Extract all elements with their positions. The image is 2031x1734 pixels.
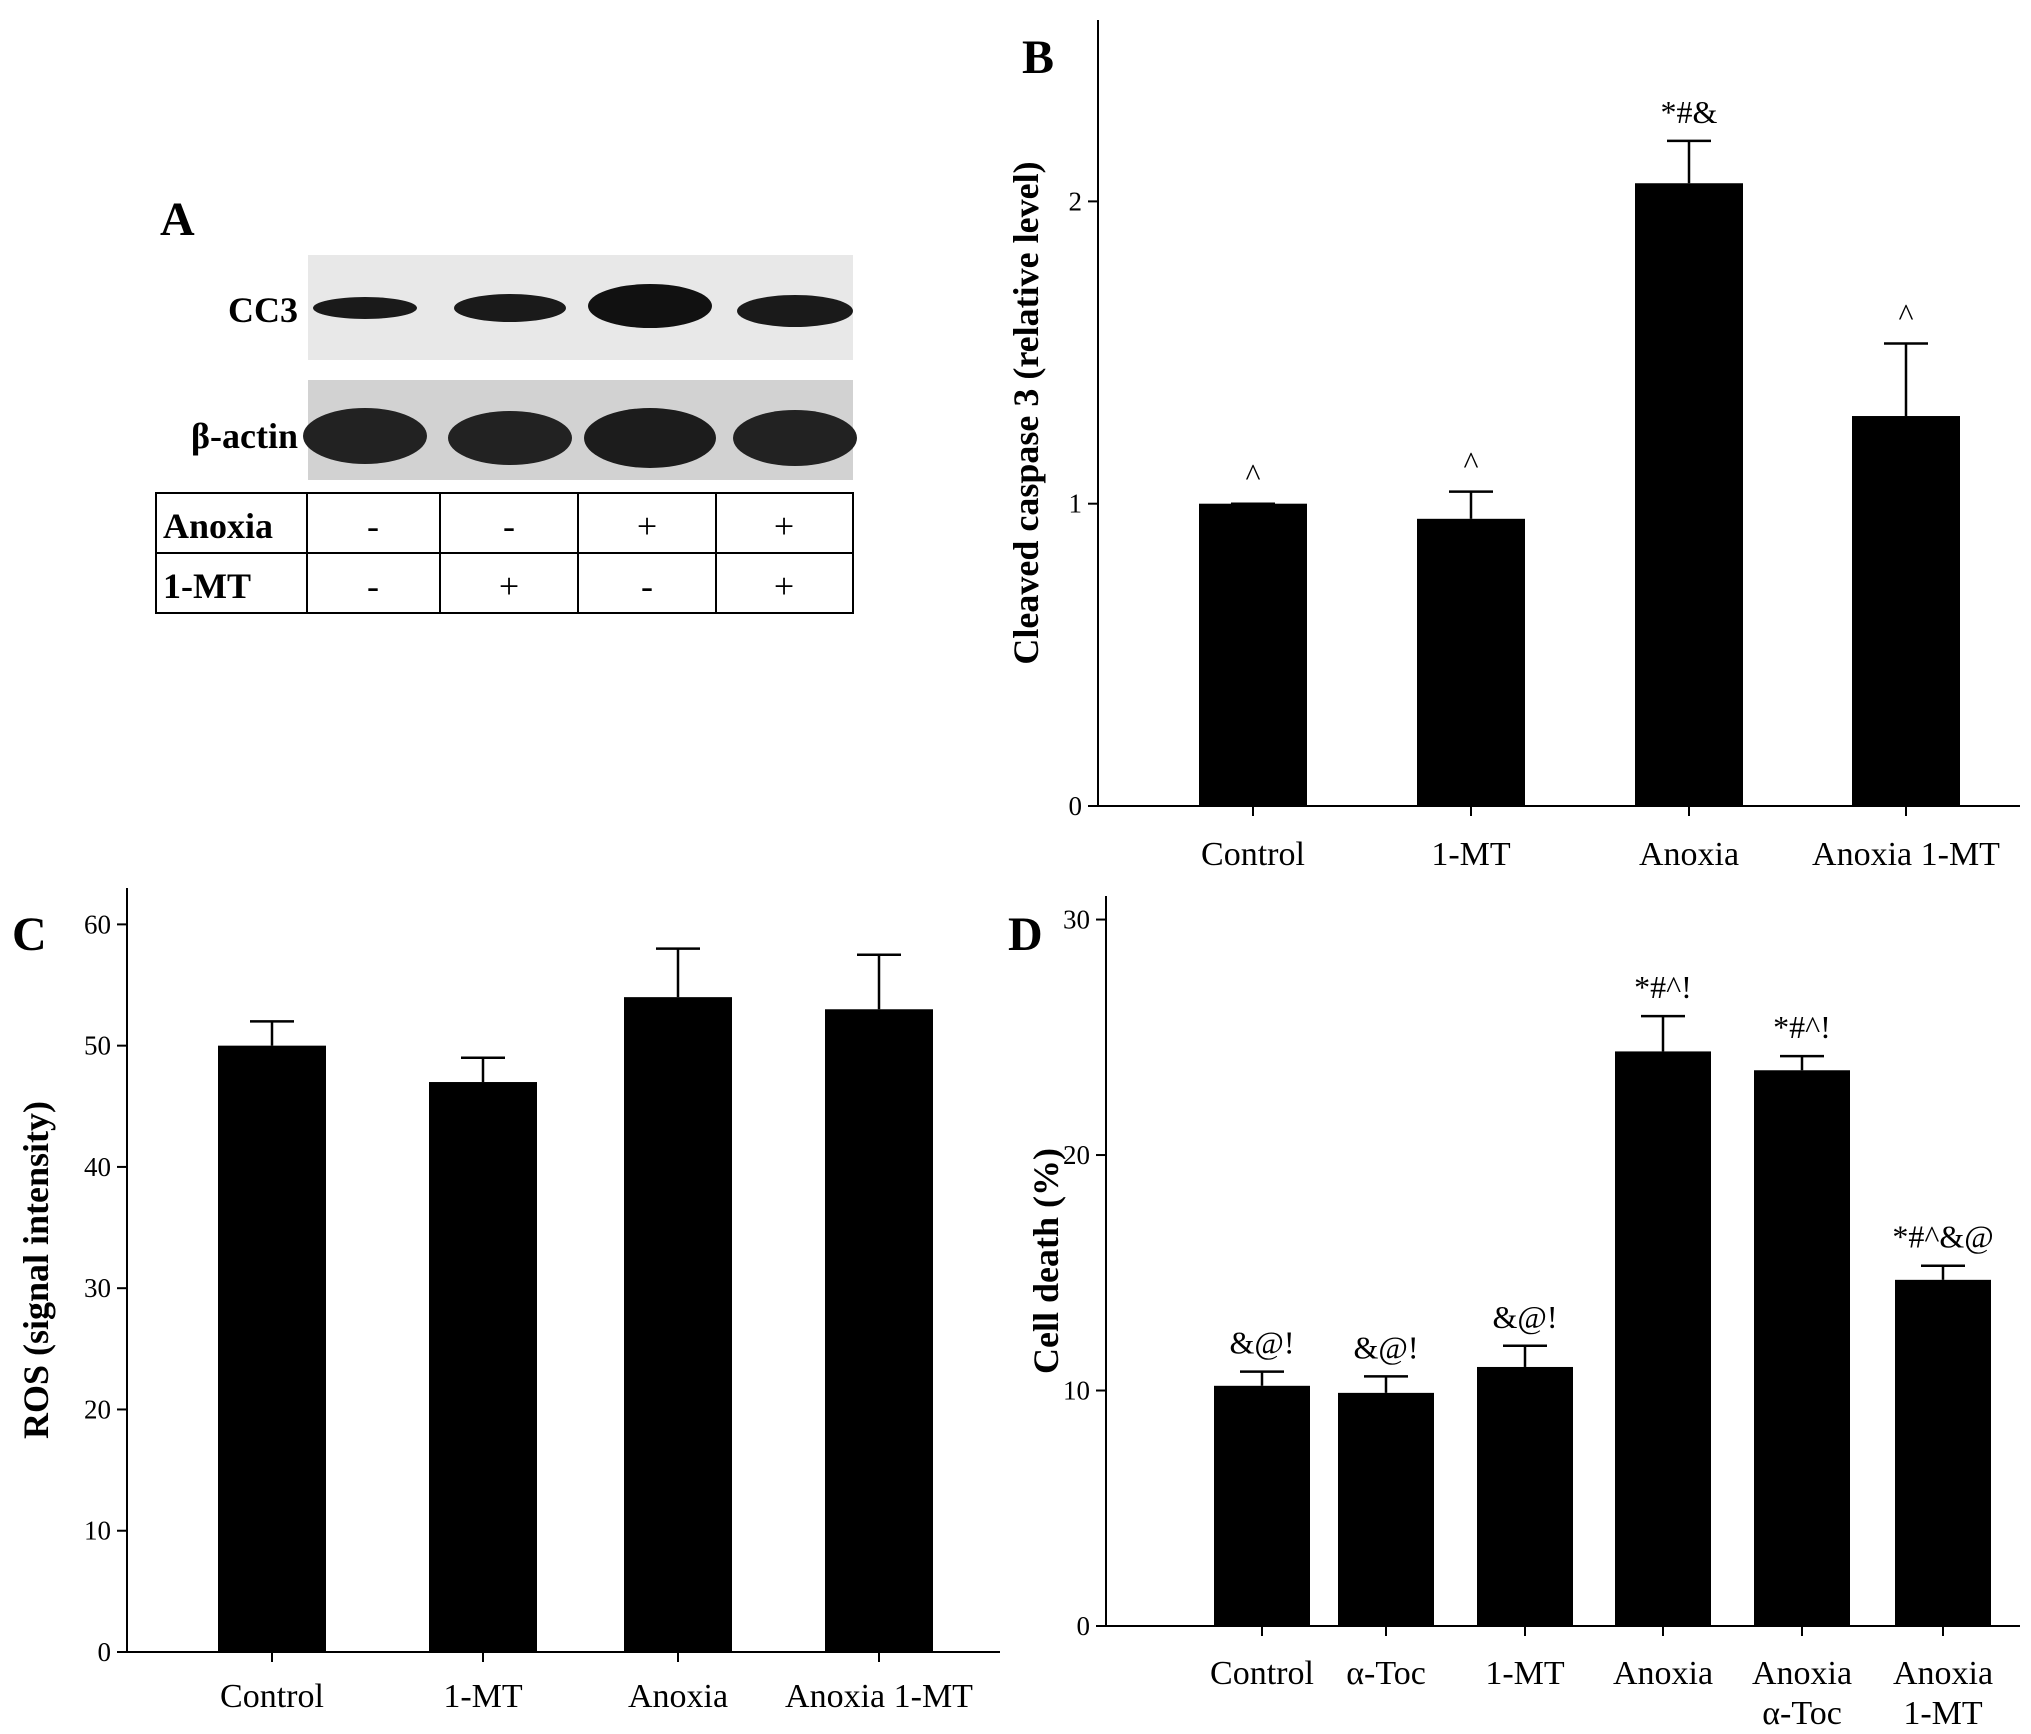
- chart-ros: 0 10 20 30 40 50 60 ROS (signal intensity) Contr…: [16, 888, 1000, 1715]
- table-row-label-anoxia: Anoxia: [163, 506, 273, 546]
- significance-label: ^: [1245, 457, 1260, 493]
- panel-letter-c: C: [12, 908, 47, 961]
- significance-label: *#^!: [1773, 1009, 1831, 1045]
- panel-letter-a: A: [160, 193, 195, 246]
- y-tick-label: 50: [84, 1031, 111, 1061]
- panel-d: D 0 10 20 30 Cell death (%) &@! Control &@! α-To…: [1008, 896, 2020, 1732]
- bar: [1417, 518, 1525, 806]
- x-tick-label: Anoxia: [628, 1678, 728, 1715]
- x-tick-label: 1-MT: [1903, 1695, 1983, 1732]
- y-tick-label: 60: [84, 909, 111, 939]
- bar: [1615, 1051, 1711, 1626]
- blot-band-actin-2: [448, 411, 572, 465]
- panel-b: B 0 1 2 Cleaved caspase 3 (relative level) ^…: [1006, 20, 2020, 873]
- bar: [218, 1045, 326, 1652]
- blot-band-cc3-3: [588, 284, 712, 328]
- bar: [1214, 1385, 1310, 1626]
- significance-label: ^: [1463, 445, 1478, 481]
- chart-cleaved-caspase: 0 1 2 Cleaved caspase 3 (relative level) ^ Co…: [1006, 20, 2020, 873]
- panel-a: A CC3 β-actin Anoxia 1-MT - - + + - +: [155, 193, 857, 614]
- y-tick-label: 0: [1077, 1611, 1091, 1641]
- blot-band-cc3-1: [313, 297, 417, 319]
- table-cell: -: [367, 506, 379, 546]
- blot-label-cc3: CC3: [228, 290, 298, 330]
- bar: [1754, 1070, 1850, 1626]
- y-tick-label: 1: [1069, 489, 1083, 519]
- y-tick-label: 40: [84, 1152, 111, 1182]
- x-tick-label: Anoxia: [1613, 1655, 1713, 1692]
- x-tick-label: Anoxia 1-MT: [1812, 836, 2000, 873]
- bar: [1895, 1279, 1991, 1626]
- panel-letter-b: B: [1022, 31, 1054, 84]
- blot-band-cc3-2: [454, 294, 566, 322]
- x-tick-label: 1-MT: [1431, 836, 1511, 873]
- x-tick-label: Anoxia: [1893, 1655, 1993, 1692]
- bar: [1852, 416, 1960, 806]
- bar: [1338, 1392, 1434, 1626]
- x-tick-label: 1-MT: [443, 1678, 523, 1715]
- y-tick-label: 10: [1063, 1376, 1090, 1406]
- y-tick-label: 10: [84, 1516, 111, 1546]
- x-tick-label: Anoxia 1-MT: [785, 1678, 973, 1715]
- x-tick-label: α-Toc: [1346, 1655, 1426, 1692]
- blot-band-actin-3: [584, 408, 716, 468]
- panel-c: C 0 10 20 30 40 50 60 ROS (signal intensity) Con…: [12, 888, 1000, 1715]
- table-cell: +: [499, 566, 519, 606]
- bar: [1635, 183, 1743, 806]
- x-tick-label: Control: [1201, 836, 1305, 873]
- x-tick-label: 1-MT: [1485, 1655, 1565, 1692]
- y-axis-label: Cell death (%): [1026, 1148, 1066, 1374]
- significance-label: ^: [1898, 296, 1913, 332]
- x-tick-label: Control: [1210, 1655, 1314, 1692]
- significance-label: &@!: [1229, 1325, 1294, 1361]
- y-tick-label: 0: [98, 1637, 112, 1667]
- blot-band-actin-4: [733, 410, 857, 466]
- table-cell: -: [367, 566, 379, 606]
- table-cell: -: [641, 566, 653, 606]
- table-cell: +: [774, 506, 794, 546]
- y-tick-label: 30: [84, 1273, 111, 1303]
- x-tick-label: Anoxia: [1752, 1655, 1852, 1692]
- y-tick-label: 20: [84, 1394, 111, 1424]
- significance-label: &@!: [1492, 1299, 1557, 1335]
- table-cell: +: [774, 566, 794, 606]
- blot-band-cc3-4: [737, 295, 853, 327]
- condition-table: [155, 492, 854, 614]
- y-axis-label: ROS (signal intensity): [16, 1101, 56, 1439]
- table-row-label-1mt: 1-MT: [163, 566, 251, 606]
- table-cell: -: [503, 506, 515, 546]
- y-tick-label: 0: [1069, 791, 1083, 821]
- x-tick-label: Control: [220, 1678, 324, 1715]
- bar: [429, 1082, 537, 1652]
- bar: [624, 997, 732, 1652]
- bar: [1477, 1366, 1573, 1626]
- x-tick-label: α-Toc: [1762, 1695, 1842, 1732]
- y-tick-label: 30: [1063, 905, 1090, 935]
- x-tick-label: Anoxia: [1639, 836, 1739, 873]
- y-tick-label: 2: [1069, 186, 1083, 216]
- significance-label: *#^&@: [1892, 1219, 1993, 1255]
- panel-letter-d: D: [1008, 908, 1043, 961]
- significance-label: *#^!: [1634, 969, 1692, 1005]
- bar: [1199, 503, 1307, 806]
- chart-cell-death: 0 10 20 30 Cell death (%) &@! Control &@! α-Toc &…: [1026, 896, 2020, 1732]
- y-axis-label: Cleaved caspase 3 (relative level): [1006, 161, 1046, 664]
- bar: [825, 1009, 933, 1652]
- significance-label: &@!: [1353, 1329, 1418, 1365]
- blot-band-actin-1: [303, 408, 427, 464]
- significance-label: *#&: [1661, 94, 1718, 130]
- blot-label-actin: β-actin: [191, 416, 298, 456]
- y-tick-label: 20: [1063, 1140, 1090, 1170]
- table-cell: +: [637, 506, 657, 546]
